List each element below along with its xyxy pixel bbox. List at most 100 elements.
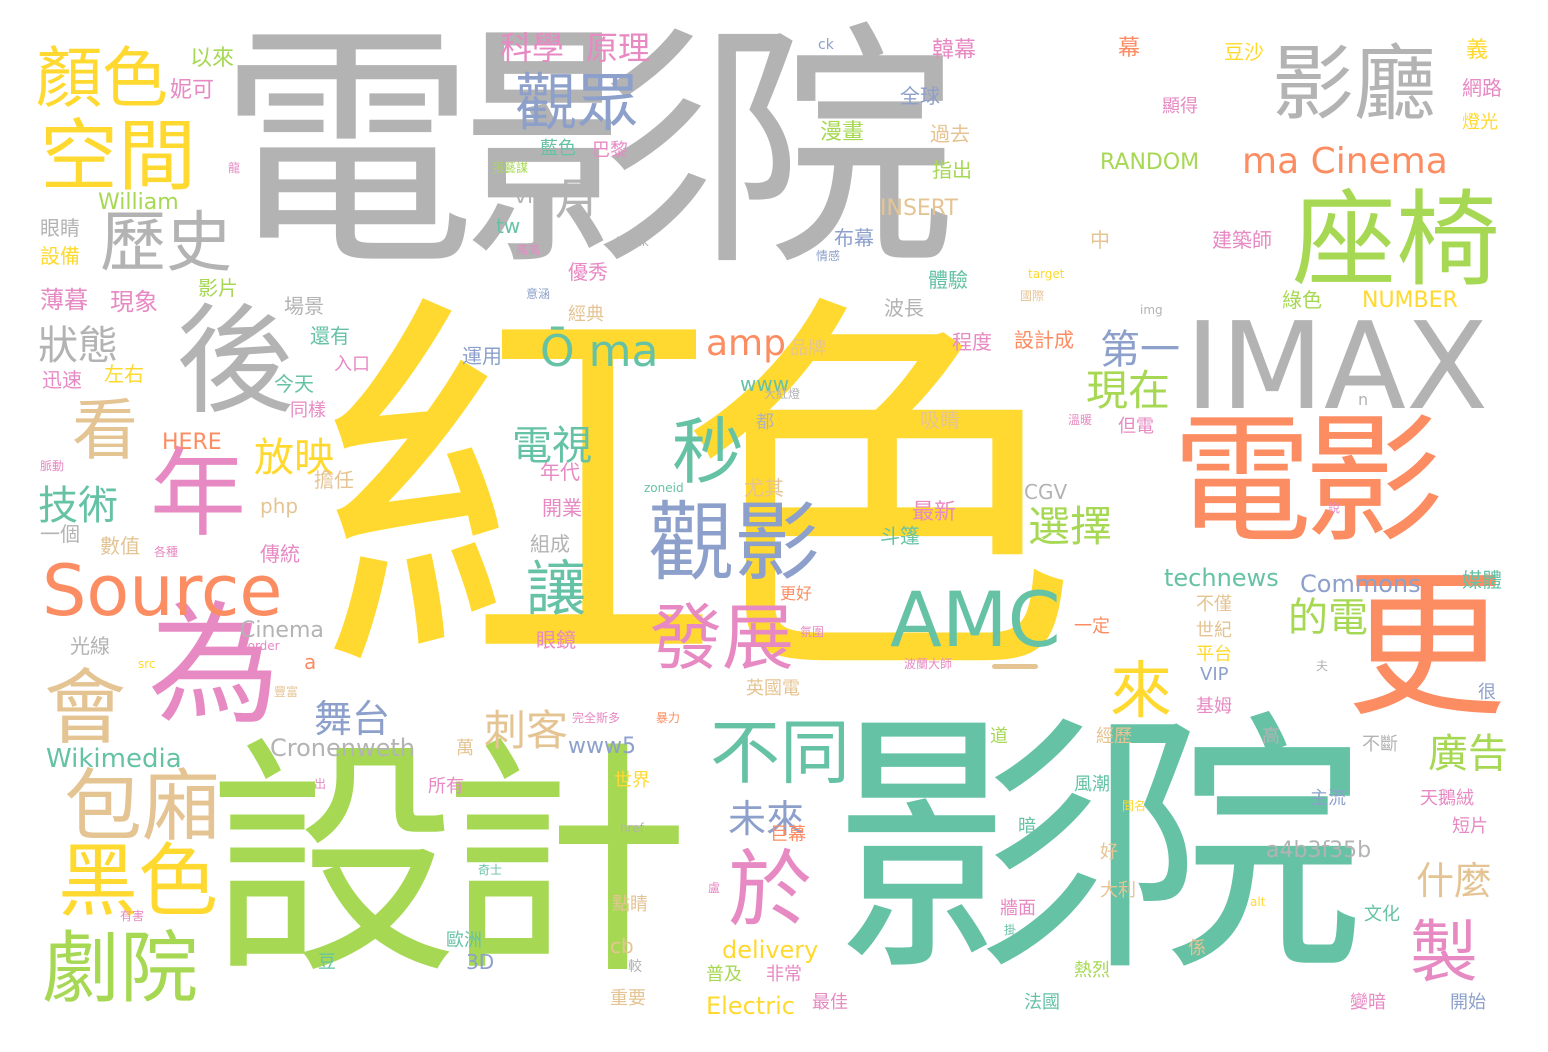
word: 奇士 — [478, 863, 503, 877]
word: VIP — [1200, 664, 1229, 685]
word: 開業 — [542, 496, 582, 520]
word: 年代 — [540, 460, 580, 484]
word: 不同 — [710, 712, 850, 794]
word: 漫畫 — [820, 120, 865, 145]
word: 龍 — [228, 161, 241, 175]
word: 一定 — [1074, 616, 1110, 637]
word: 說 — [1328, 501, 1341, 515]
word: 脈動 — [40, 459, 65, 473]
word: 廣告 — [1428, 731, 1508, 777]
word: 現在 — [1086, 366, 1171, 415]
word: 建築師 — [1212, 228, 1272, 252]
word: 於 — [728, 841, 813, 939]
word: 夫 — [1316, 659, 1329, 673]
word: 月 — [555, 174, 599, 225]
word: 尤其 — [744, 476, 784, 500]
word: 平台 — [1196, 644, 1232, 665]
word: 優秀 — [568, 260, 608, 284]
word: 影廳 — [1272, 37, 1437, 132]
word: 係 — [1188, 938, 1206, 959]
word: 發展 — [650, 596, 795, 680]
word: 熱烈 — [1074, 960, 1110, 981]
word: 經典 — [568, 304, 604, 325]
word: 以來 — [190, 46, 235, 71]
word: 同樣 — [290, 400, 326, 421]
word: IMAX — [1185, 298, 1489, 437]
word: 完全斯多 — [572, 711, 621, 725]
word: 國際 — [1020, 289, 1045, 303]
word: 包廂 — [64, 762, 221, 852]
word: href — [620, 821, 644, 835]
word: 未來 — [728, 797, 805, 841]
word: 波長 — [884, 296, 924, 320]
word: CGV — [1024, 480, 1068, 504]
word: a — [304, 650, 317, 674]
word: n — [1358, 390, 1369, 409]
word: 紅色 — [318, 265, 1078, 730]
word: 擔任 — [314, 468, 354, 492]
word: 暗 — [1018, 816, 1036, 837]
word: 掛 — [1004, 923, 1017, 937]
word: 巨幕 — [770, 824, 806, 845]
word: alt — [1250, 895, 1266, 909]
word: Cinema — [240, 618, 324, 643]
word: a4b3f35b — [1266, 838, 1372, 863]
word: 綠色 — [1282, 288, 1322, 312]
underline-mark — [992, 664, 1038, 669]
word: 變暗 — [1350, 992, 1386, 1013]
word: technews — [1164, 564, 1279, 592]
word: 風潮 — [1074, 774, 1110, 795]
word: 影院 — [832, 689, 1364, 1009]
word: 盧 — [708, 881, 721, 895]
word: 一個 — [40, 522, 80, 546]
word: 中 — [1090, 228, 1110, 252]
word: 文化 — [1364, 904, 1400, 925]
word: Source — [42, 550, 283, 632]
word: 空間 — [40, 112, 197, 202]
word: 過去 — [930, 122, 970, 146]
word: 大利 — [1100, 880, 1136, 901]
word: 今天 — [274, 372, 314, 396]
word: 秒 — [672, 410, 745, 494]
word: 有害 — [120, 909, 145, 923]
word: 出 — [314, 777, 327, 791]
word: 氛圍 — [800, 625, 825, 639]
word: 媒體 — [1462, 568, 1502, 592]
word: 更好 — [780, 584, 813, 603]
word: RANDOM — [1100, 150, 1200, 175]
word: Wikimedia — [46, 744, 182, 774]
word: 都 — [756, 412, 774, 433]
word: 設計 — [208, 717, 690, 1008]
word: 舞台 — [314, 697, 391, 741]
word: 不斷 — [1362, 734, 1398, 755]
word: php — [260, 494, 299, 518]
word: 品牌 — [790, 338, 826, 359]
word: 歐洲 — [446, 930, 482, 951]
word: 什麼 — [1416, 859, 1493, 903]
word: ma Cinema — [1242, 141, 1448, 182]
word: www — [740, 372, 790, 396]
word: 設計成 — [1014, 328, 1074, 352]
word: 來 — [1110, 654, 1173, 727]
word: 暴力 — [656, 711, 681, 725]
word: NUMBER — [1362, 288, 1458, 313]
word: tw — [496, 214, 521, 238]
word: 電影 — [1172, 400, 1444, 563]
word: 眼睛 — [40, 216, 80, 240]
word: 左右 — [104, 362, 144, 386]
word: 運用 — [462, 344, 502, 368]
word: 意涵 — [526, 287, 551, 301]
word: 全球 — [900, 84, 940, 108]
word: 燈光 — [1462, 112, 1498, 133]
word: src — [138, 657, 156, 671]
word: 不僅 — [1196, 594, 1232, 615]
word: 道 — [990, 726, 1008, 747]
word: 體驗 — [928, 268, 968, 292]
word: 黑色 — [58, 835, 218, 928]
word: border — [240, 639, 280, 653]
word: blank — [616, 235, 649, 249]
word: 法國 — [1024, 992, 1060, 1013]
word: cb — [610, 934, 634, 958]
word: 原理 — [586, 29, 651, 67]
word: 義 — [1466, 38, 1489, 63]
